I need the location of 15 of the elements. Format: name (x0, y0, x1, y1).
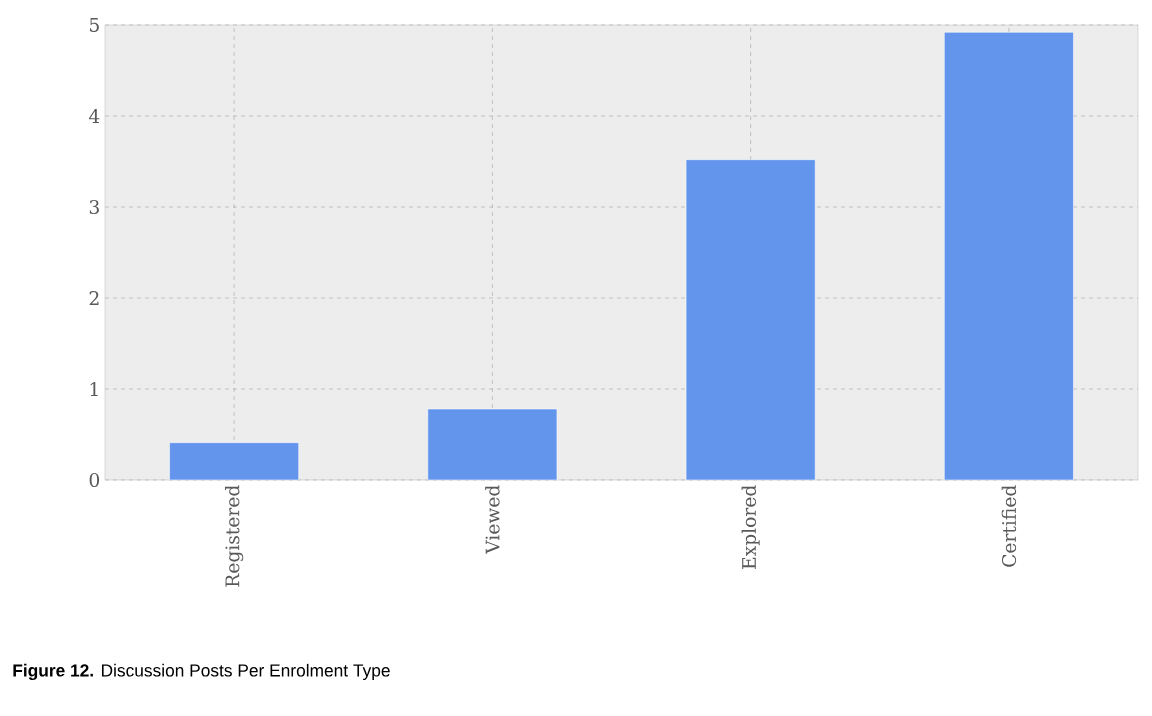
text: Figure 12. Discussion Posts Per Enrolment Type (13, 663, 390, 681)
x-tick-label: Certified (1001, 485, 1017, 567)
y-tick-label: 2 (89, 291, 99, 305)
x-tick-label: Viewed (485, 485, 500, 555)
bar (169, 442, 299, 480)
y-tick-label: 3 (89, 199, 99, 215)
y-tick-label: 5 (90, 18, 99, 32)
bar (944, 32, 1074, 480)
x-tick-label: Explored (741, 485, 760, 569)
bar (427, 408, 558, 480)
y-tick-label: 4 (88, 109, 100, 123)
bar (685, 159, 816, 480)
y-tick-label: 0 (89, 472, 100, 488)
y-tick-label: 1 (90, 382, 98, 396)
x-tick-label: Registered (224, 485, 244, 587)
